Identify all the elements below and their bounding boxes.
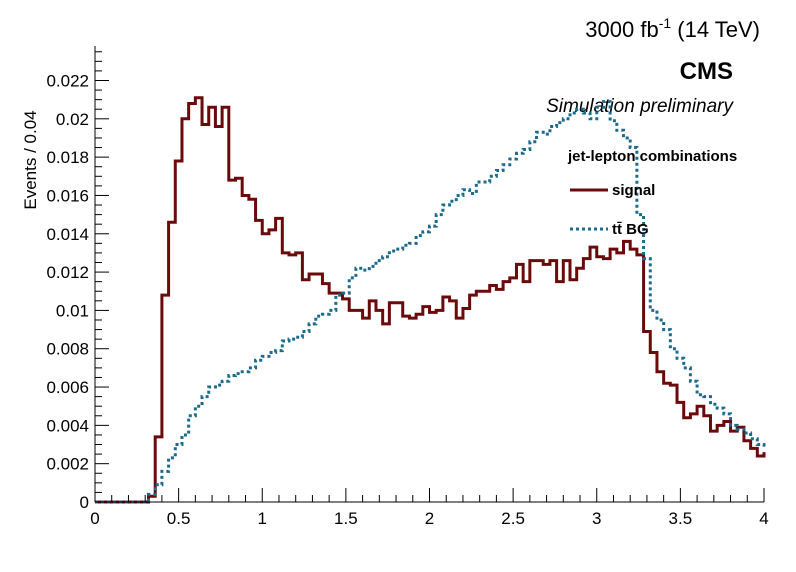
y-tick-label: 0.014 [46,225,89,244]
y-tick-label: 0 [80,493,89,512]
x-tick-label: 2.5 [501,509,525,528]
x-tick-label: 1 [258,509,267,528]
y-tick-label: 0.022 [46,71,89,90]
axes-layer: 0 0.5 1 1.5 2 2.5 3 3.5 4 0 0.002 0.004 0.006 0.008 0.… [46,46,769,528]
x-tick-label: 2 [425,509,434,528]
y-tick-label: 0.002 [46,455,89,474]
y-axis-title: Events / 0.04 [21,110,40,209]
series-layer [95,96,766,504]
x-tick-label: 4 [759,509,768,528]
y-tick-label: 0.01 [56,301,89,320]
series-line-signal [95,96,766,504]
y-tick-label: 0.006 [46,378,89,397]
x-tick-label: 3.5 [669,509,693,528]
legend-background-label: tt̄ BG [612,221,649,238]
energy-label: (14 TeV) [671,17,760,42]
luminosity-value: 3000 fb [585,17,658,42]
legend: jet-lepton combinations signal tt̄ BG [567,148,737,238]
x-tick-label: 0.5 [167,509,191,528]
series-line-background [95,100,766,504]
simulation-label: Simulation preliminary [546,96,734,117]
y-tick-label: 0.008 [46,340,89,359]
y-tick-label: 0.012 [46,263,89,282]
luminosity-label: 3000 fb-1 (14 TeV) [585,15,760,42]
y-tick-label: 0.004 [46,416,89,435]
x-tick-label: 1.5 [334,509,358,528]
x-tick-label: 0 [90,509,99,528]
y-tick-label: 0.018 [46,148,89,167]
x-tick-label: 3 [592,509,601,528]
luminosity-superscript: -1 [659,15,672,31]
cms-label: CMS [680,58,733,85]
y-tick-label: 0.02 [56,110,89,129]
legend-signal-label: signal [612,182,655,199]
legend-header: jet-lepton combinations [567,148,737,165]
y-tick-label: 0.016 [46,186,89,205]
